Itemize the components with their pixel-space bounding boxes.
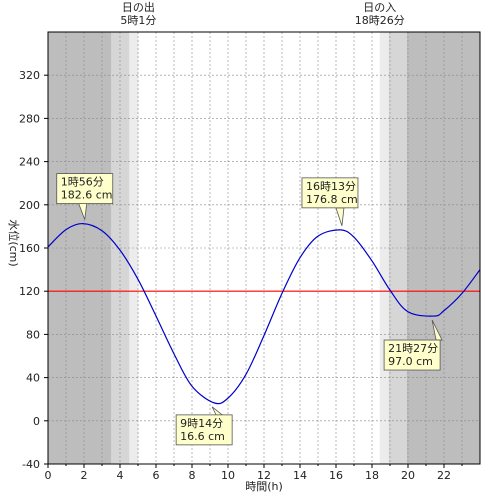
x-tick-label: 6 bbox=[153, 469, 160, 482]
y-tick-label: 240 bbox=[19, 156, 40, 169]
annotation-box bbox=[301, 177, 359, 209]
x-tick-label: 4 bbox=[117, 469, 124, 482]
y-axis-title: 水位(cm) bbox=[7, 219, 21, 266]
annotation-value: 97.0 cm bbox=[388, 355, 433, 368]
tide-series-line bbox=[47, 222, 481, 405]
y-tick-label: 200 bbox=[19, 199, 40, 212]
y-tick-label: 0 bbox=[33, 415, 40, 428]
annotation-time: 9時14分 bbox=[180, 417, 223, 430]
annotation-box bbox=[175, 414, 233, 446]
sunrise-time: 5時1分 bbox=[120, 14, 156, 27]
x-tick-label: 18 bbox=[365, 469, 379, 482]
y-tick-label: 160 bbox=[19, 242, 40, 255]
x-tick-label: 22 bbox=[437, 469, 451, 482]
y-tick-label: 40 bbox=[26, 372, 40, 385]
x-tick-label: 0 bbox=[45, 469, 52, 482]
y-tick-label: 280 bbox=[19, 112, 40, 125]
x-tick-label: 12 bbox=[257, 469, 271, 482]
x-tick-label: 20 bbox=[401, 469, 415, 482]
night-band-evening bbox=[406, 32, 480, 464]
sunset-time: 18時26分 bbox=[355, 14, 405, 27]
annotation-value: 16.6 cm bbox=[180, 430, 225, 443]
x-tick-label: 2 bbox=[81, 469, 88, 482]
x-tick-label: 8 bbox=[189, 469, 196, 482]
x-tick-label: 16 bbox=[329, 469, 343, 482]
x-tick-label: 10 bbox=[221, 469, 235, 482]
y-tick-label: 120 bbox=[19, 285, 40, 298]
annotation-value: 176.8 cm bbox=[306, 193, 358, 206]
x-axis-title: 時間(h) bbox=[245, 480, 283, 493]
annotation-box bbox=[56, 173, 114, 204]
annotation-box bbox=[383, 339, 441, 371]
y-tick-label: -40 bbox=[22, 458, 40, 471]
annotation-time: 16時13分 bbox=[306, 180, 356, 193]
annotation-time: 21時27分 bbox=[388, 342, 438, 355]
sunset-label: 日の入 bbox=[363, 1, 396, 14]
annotation-time: 1時56分 bbox=[61, 176, 104, 189]
annotation-value: 182.6 cm bbox=[61, 189, 113, 202]
x-tick-label: 14 bbox=[293, 469, 307, 482]
y-tick-label: 80 bbox=[26, 328, 40, 341]
y-tick-label: 320 bbox=[19, 69, 40, 82]
sunrise-label: 日の出 bbox=[122, 0, 155, 14]
